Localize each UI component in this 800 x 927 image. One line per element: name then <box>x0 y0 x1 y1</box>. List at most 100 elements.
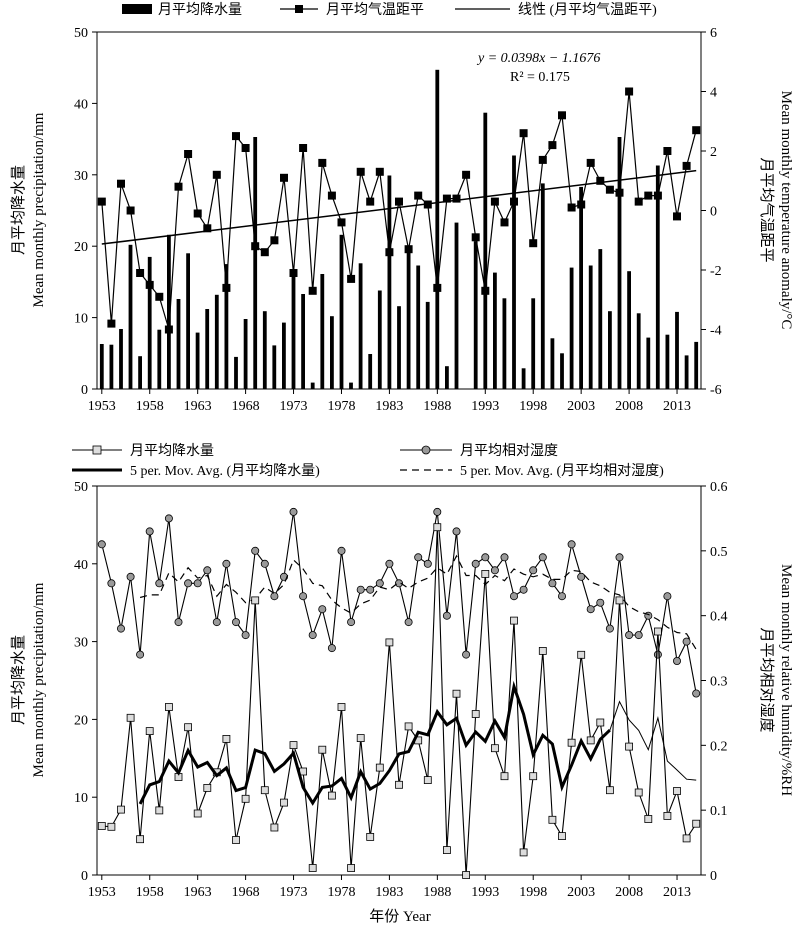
precipitation-point <box>280 798 288 807</box>
chart-1-x-tick-label: 1983 <box>375 399 403 414</box>
temperature-anomaly-point <box>500 218 509 227</box>
precipitation-point <box>615 596 624 605</box>
humidity-point <box>327 644 336 653</box>
precipitation-bar <box>588 265 593 389</box>
temperature-anomaly-point <box>490 197 499 206</box>
chart-2-xlabel: 年份 Year <box>369 908 430 925</box>
precipitation-point <box>145 727 154 735</box>
precipitation-point <box>481 570 490 578</box>
precipitation-moving-average-line <box>138 680 611 806</box>
temperature-anomaly-point <box>682 161 691 170</box>
temperature-anomaly-point <box>653 191 662 200</box>
chart-1-left-y-tick-label: 40 <box>74 97 88 112</box>
precipitation-bar <box>502 298 507 389</box>
precipitation-bar <box>310 382 315 389</box>
humidity-point <box>385 559 394 568</box>
precipitation-bar <box>493 272 497 389</box>
humidity-point <box>615 553 624 562</box>
precipitation-bar <box>406 252 411 389</box>
temperature-anomaly-point <box>663 147 672 155</box>
humidity-point <box>682 637 691 646</box>
legend-label-humidity: 月平均相对湿度 <box>460 443 558 459</box>
chart-1-left-y-tick-label: 50 <box>74 26 88 41</box>
humidity-point <box>308 631 317 640</box>
temperature-anomaly-point <box>308 286 317 295</box>
humidity-point <box>500 553 509 562</box>
humidity-point <box>605 624 614 633</box>
precipitation-bar <box>99 344 104 389</box>
humidity-point <box>299 592 308 601</box>
precipitation-point <box>203 784 212 792</box>
precipitation-point <box>318 745 327 754</box>
humidity-point <box>471 559 480 568</box>
precipitation-moving-average-tail <box>609 700 697 781</box>
temperature-anomaly-point <box>442 194 451 203</box>
temperature-anomaly-point <box>644 191 653 200</box>
precipitation-bar <box>224 264 229 389</box>
precipitation-point <box>462 871 471 879</box>
humidity-point <box>117 624 126 633</box>
humidity-point <box>577 572 586 581</box>
temperature-anomaly-point <box>692 126 701 135</box>
chart-1-right-ylabel-cn: 月平均气温距平 <box>758 157 775 262</box>
temperature-anomaly-point <box>136 269 145 277</box>
chart-1-right-y-tick-label: 2 <box>710 145 717 160</box>
chart-1: 月平均降水量 月平均气温距平 线性 (月平均气温距平) 1953 1958 1963… <box>10 2 794 414</box>
precipitation-bar <box>531 298 536 389</box>
precipitation-bar <box>445 366 449 389</box>
temperature-anomaly-point <box>605 185 614 194</box>
chart-2-left-ylabel-cn: 月平均降水量 <box>10 635 27 725</box>
temperature-anomaly-point <box>414 191 423 200</box>
precipitation-point <box>452 689 461 698</box>
legend-swatch-temp-marker <box>295 5 303 13</box>
humidity-point <box>318 605 327 614</box>
temperature-anomaly-point <box>251 242 260 251</box>
precipitation-point <box>673 787 681 795</box>
humidity-point <box>423 559 432 568</box>
humidity-point <box>394 579 403 588</box>
legend-label-trendline: 线性 (月平均气温距平) <box>518 2 657 18</box>
humidity-point <box>164 514 173 523</box>
precipitation-bar <box>569 267 574 389</box>
temperature-anomaly-point <box>356 167 365 176</box>
precipitation-bar <box>195 332 200 389</box>
temperature-anomaly-point <box>318 158 327 167</box>
humidity-point <box>174 618 183 627</box>
temperature-anomaly-point <box>174 182 183 191</box>
chart-2-x-tick-label: 1983 <box>375 885 403 900</box>
precipitation-point <box>558 832 566 840</box>
precipitation-bar <box>330 316 334 389</box>
precipitation-bar <box>377 290 382 389</box>
precipitation-point <box>596 718 605 727</box>
precipitation-bar <box>262 311 267 389</box>
chart-2-right-y-axis: 0 0.1 0.2 0.3 0.4 0.5 0.6 <box>701 480 728 884</box>
temperature-anomaly-point <box>212 170 221 179</box>
chart-2-precipitation-moving-average <box>138 680 697 806</box>
precipitation-bar <box>627 271 631 389</box>
chart-2-x-tick-label: 1973 <box>280 885 308 900</box>
humidity-point <box>481 553 490 562</box>
chart-1-right-y-tick-label: 6 <box>710 26 717 41</box>
chart-2-left-y-axis: 0 10 20 30 40 50 <box>74 480 97 884</box>
chart-1-left-ylabel-en: Mean monthly precipitation/mm <box>31 112 47 307</box>
chart-1-x-tick-label: 2003 <box>567 399 595 414</box>
temperature-anomaly-point <box>471 233 480 242</box>
chart-2-plot-frame <box>96 485 702 876</box>
temperature-anomaly-point <box>366 197 375 206</box>
chart-1-x-axis: 1953 1958 1963 1968 1973 1978 1983 1988 1993 1998… <box>88 389 691 414</box>
precipitation-point <box>663 812 672 820</box>
precipitation-point <box>682 834 691 843</box>
chart-2-precipitation-series <box>97 523 701 879</box>
chart-2-x-tick-label: 1988 <box>423 885 451 900</box>
temperature-anomaly-point <box>193 209 202 218</box>
temperature-anomaly-point <box>289 269 298 277</box>
precipitation-bar <box>397 306 401 389</box>
chart-1-legend: 月平均降水量 月平均气温距平 线性 (月平均气温距平) <box>122 2 657 18</box>
temperature-anomaly-point <box>347 274 356 283</box>
precipitation-point <box>500 772 509 781</box>
chart-1-right-y-tick-label: 4 <box>710 86 717 101</box>
humidity-point <box>212 618 221 627</box>
precipitation-bar <box>138 356 142 389</box>
precipitation-bar <box>579 186 583 389</box>
precipitation-bar <box>550 338 555 389</box>
